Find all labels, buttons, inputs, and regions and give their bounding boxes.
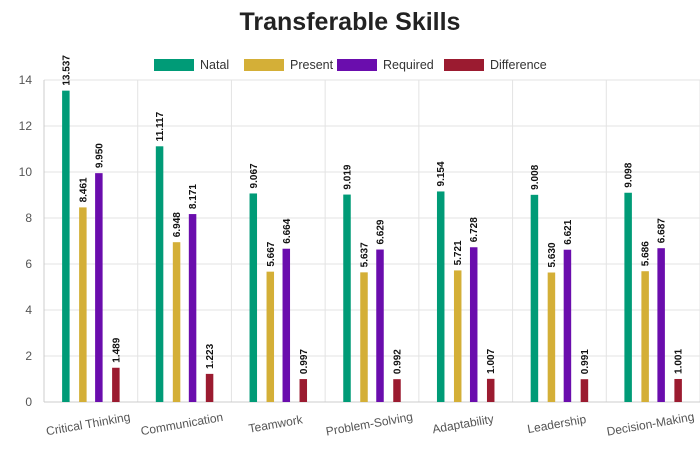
y-tick-label: 14 xyxy=(19,73,33,87)
bar-required xyxy=(188,214,197,402)
data-label: 9.067 xyxy=(249,163,260,188)
bar-present xyxy=(547,272,556,402)
bar-natal xyxy=(436,191,445,402)
data-label: 8.171 xyxy=(188,184,199,209)
bar-present xyxy=(172,242,181,402)
bar-natal xyxy=(530,194,539,402)
bar-present xyxy=(360,272,368,402)
data-label: 6.687 xyxy=(657,218,668,243)
y-tick-label: 12 xyxy=(19,119,33,133)
bar-present xyxy=(641,271,649,402)
data-label: 5.686 xyxy=(641,241,652,266)
bar-required xyxy=(563,249,572,402)
data-label: 5.637 xyxy=(360,242,371,267)
legend-label: Required xyxy=(383,58,434,72)
bar-difference xyxy=(486,378,495,402)
legend-label: Natal xyxy=(200,58,230,72)
y-tick-label: 8 xyxy=(25,211,32,225)
y-tick-label: 2 xyxy=(25,349,32,363)
legend-item[interactable]: Present xyxy=(244,56,333,74)
bar-difference xyxy=(299,379,308,402)
legend-item[interactable]: Difference xyxy=(444,56,547,74)
bar-required xyxy=(282,248,291,402)
legend-label: Difference xyxy=(490,58,547,72)
x-tick-label: Leadership xyxy=(526,412,587,436)
data-label: 1.001 xyxy=(674,349,685,374)
bar-required xyxy=(469,247,478,402)
x-tick-label: Decision-Making xyxy=(606,409,696,438)
legend-swatch xyxy=(444,59,484,71)
bar-difference xyxy=(393,379,401,402)
data-label: 8.461 xyxy=(78,177,89,202)
data-label: 9.019 xyxy=(343,164,354,189)
chart-title: Transferable Skills xyxy=(239,8,461,36)
data-label: 5.630 xyxy=(547,242,558,267)
bar-difference xyxy=(112,367,120,402)
legend: Natal Present Required Difference xyxy=(0,56,700,74)
y-tick-label: 0 xyxy=(25,395,32,409)
bar-present xyxy=(453,270,462,402)
data-label: 0.991 xyxy=(580,349,591,374)
data-label: 6.728 xyxy=(469,217,480,242)
bar-natal xyxy=(62,90,70,403)
bar-natal xyxy=(343,194,351,402)
bar-difference xyxy=(205,373,214,402)
data-label: 11.117 xyxy=(155,111,166,141)
data-label: 0.992 xyxy=(393,349,404,374)
data-label: 6.629 xyxy=(376,219,387,244)
bar-natal xyxy=(249,193,258,402)
legend-label: Present xyxy=(290,58,334,72)
data-label: 6.664 xyxy=(282,218,293,243)
bar-natal xyxy=(624,192,632,402)
bar-present xyxy=(266,271,275,402)
x-tick-label: Problem-Solving xyxy=(325,410,414,439)
data-label: 1.223 xyxy=(205,343,216,368)
x-tick-label: Teamwork xyxy=(247,412,304,435)
data-label: 9.008 xyxy=(530,164,541,189)
data-label: 0.997 xyxy=(299,349,310,374)
data-label: 1.489 xyxy=(111,337,122,362)
data-label: 9.154 xyxy=(436,161,447,186)
data-label: 9.950 xyxy=(94,143,105,168)
x-tick-label: Adaptability xyxy=(431,412,495,437)
y-tick-label: 6 xyxy=(25,257,32,271)
data-label: 1.007 xyxy=(486,348,497,373)
bar-required xyxy=(95,173,103,402)
bar-required xyxy=(657,248,665,402)
legend-item[interactable]: Natal xyxy=(154,56,229,74)
legend-swatch xyxy=(154,59,194,71)
bar-present xyxy=(79,207,87,402)
data-label: 9.098 xyxy=(624,162,635,187)
bar-difference xyxy=(580,379,589,402)
y-tick-label: 4 xyxy=(25,303,32,317)
x-tick-label: Communication xyxy=(140,410,225,438)
legend-swatch xyxy=(244,59,284,71)
data-label: 5.721 xyxy=(453,240,464,265)
legend-swatch xyxy=(337,59,377,71)
x-tick-label: Critical Thinking xyxy=(45,410,131,439)
legend-item[interactable]: Required xyxy=(337,56,434,74)
data-label: 6.948 xyxy=(172,212,183,237)
bar-difference xyxy=(674,378,682,402)
data-label: 13.537 xyxy=(61,55,72,86)
bar-natal xyxy=(155,146,164,402)
bar-required xyxy=(376,249,384,402)
data-label: 6.621 xyxy=(563,219,574,244)
data-label: 5.667 xyxy=(266,241,277,266)
y-tick-label: 10 xyxy=(19,165,33,179)
